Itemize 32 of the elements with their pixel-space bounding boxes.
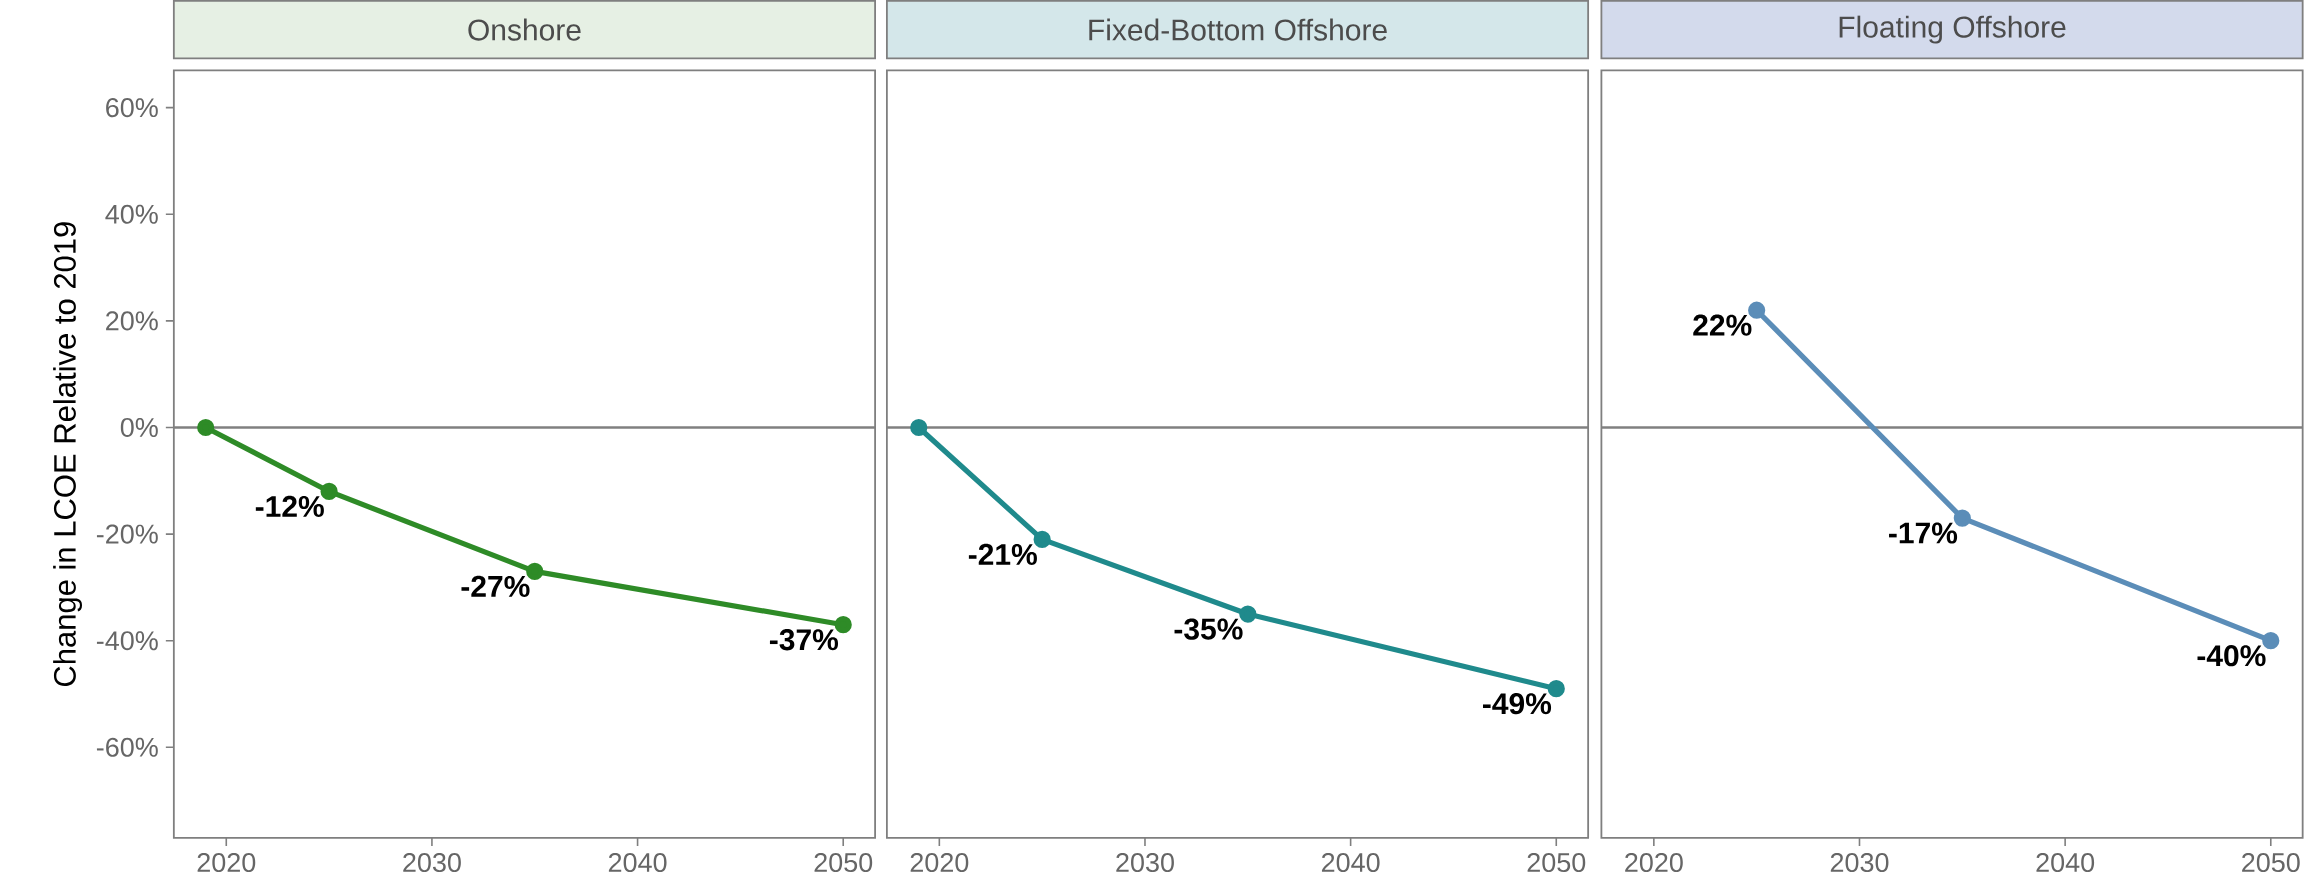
data-label: -35% xyxy=(1174,618,1243,640)
data-label: -40% xyxy=(2197,645,2266,667)
data-label: -27% xyxy=(461,575,530,597)
x-tick-label: 2040 xyxy=(1321,852,1380,873)
x-tick-label: 2050 xyxy=(2242,852,2300,873)
chart-title: Onshore xyxy=(468,18,581,41)
y-tick-label: -60% xyxy=(96,737,158,757)
x-tick-label: 2030 xyxy=(1830,852,1889,873)
y-tick-label: 60% xyxy=(106,98,158,118)
y-tick-label: 20% xyxy=(106,311,158,331)
data-label: -49% xyxy=(1483,693,1552,715)
x-tick-label: 2020 xyxy=(1625,852,1683,873)
chart-title: Floating Offshore xyxy=(1839,15,2066,44)
data-label: -17% xyxy=(1889,522,1958,544)
y-tick-label: -40% xyxy=(96,631,158,651)
x-tick-label: 2050 xyxy=(1527,852,1586,873)
x-tick-label: 2030 xyxy=(1116,852,1174,873)
y-tick-label: -20% xyxy=(96,524,158,544)
y-tick-label: 40% xyxy=(105,204,158,224)
data-label: -37% xyxy=(769,629,839,651)
x-tick-label: 2050 xyxy=(814,852,873,873)
data-label: -12% xyxy=(255,495,324,517)
data-label: 22% xyxy=(1693,314,1752,336)
data-label: -21% xyxy=(968,543,1037,565)
x-tick-label: 2020 xyxy=(910,852,969,873)
x-tick-label: 2030 xyxy=(403,852,461,873)
x-tick-label: 2040 xyxy=(2036,852,2095,873)
x-tick-label: 2040 xyxy=(608,852,667,873)
y-axis-title: Change in LCOE Relative to 2019 xyxy=(53,222,83,687)
x-tick-label: 2020 xyxy=(197,852,256,873)
chart-title: Fixed-Bottom Offshore xyxy=(1089,18,1387,41)
y-tick-label: 0% xyxy=(120,417,158,437)
